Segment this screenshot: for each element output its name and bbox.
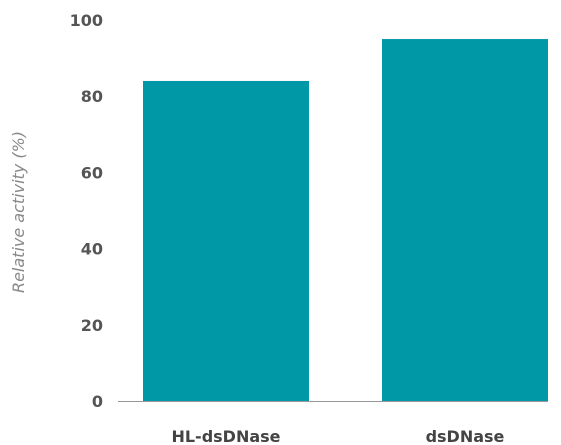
y-axis-ticks: 0 20 40 60 80 100 — [70, 11, 103, 411]
y-tick-label-80: 80 — [81, 87, 103, 106]
bars-group — [143, 39, 548, 402]
y-tick-label-0: 0 — [92, 392, 103, 411]
x-axis-tick-labels: HL-dsDNase dsDNase — [171, 427, 504, 445]
y-tick-label-20: 20 — [81, 316, 103, 335]
x-tick-label-dsdnase: dsDNase — [426, 427, 505, 445]
bar-hl-dsdnase — [143, 80, 309, 402]
y-tick-label-60: 60 — [81, 163, 103, 182]
bar-dsdnase — [382, 39, 548, 402]
x-tick-label-hl-dsdnase: HL-dsDNase — [171, 427, 280, 445]
y-tick-label-100: 100 — [70, 11, 103, 30]
y-axis-label: Relative activity (%) — [9, 131, 28, 293]
y-tick-label-40: 40 — [81, 240, 103, 259]
